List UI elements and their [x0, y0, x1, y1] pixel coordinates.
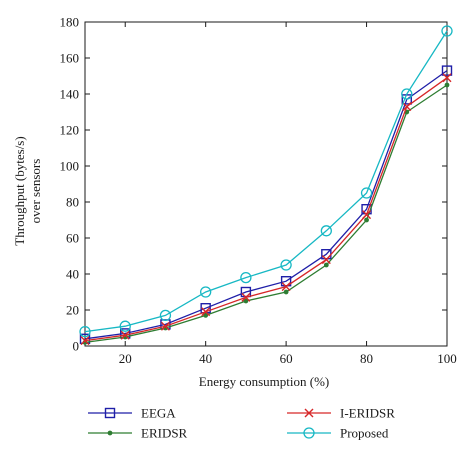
legend-marker [107, 430, 113, 436]
y-axis-title: Throughput (bytes/s) over sensors [12, 136, 43, 245]
y-axis-title-line-1: Throughput (bytes/s) [12, 136, 27, 245]
data-point-proposed [401, 88, 413, 100]
y-tick-label: 40 [66, 267, 79, 282]
y-tick-label: 160 [60, 51, 80, 66]
data-point-i-eridsr-stroke-b [201, 307, 211, 317]
series-eridsr [82, 82, 450, 345]
legend-item-proposed: Proposed [287, 426, 389, 441]
y-axis-title-line-2: over sensors [28, 159, 43, 224]
data-point-i-eridsr-stroke-b [402, 102, 412, 112]
legend-item-eega: EEGA [88, 406, 176, 421]
data-point-proposed [159, 309, 172, 322]
data-point-i-eridsr-stroke-b [80, 336, 90, 346]
x-tick-label: 100 [437, 351, 457, 366]
legend-label-eridsr: ERIDSR [141, 426, 188, 441]
legend-marker-stroke-b [304, 408, 314, 418]
data-point-proposed [79, 325, 91, 338]
data-point-i-eridsr-stroke-b [321, 255, 331, 265]
legend-marker [303, 427, 315, 439]
series-eega [79, 65, 453, 344]
data-point-proposed [360, 187, 373, 199]
series-line-proposed [84, 30, 448, 333]
data-point-i-eridsr-stroke-b [362, 210, 372, 220]
legend-item-i-eridsr: I-ERIDSR [287, 406, 395, 421]
plot-frame [84, 21, 448, 347]
x-tick-label: 40 [199, 351, 212, 366]
y-tick-label: 80 [66, 195, 79, 210]
legend-label-proposed: Proposed [340, 426, 389, 441]
data-point-i-eridsr [442, 73, 452, 83]
data-point-proposed [119, 320, 131, 332]
data-point-i-eridsr [281, 282, 291, 292]
x-tick-label: 20 [119, 351, 132, 366]
data-point-proposed [240, 271, 252, 284]
legend: EEGA ERIDSR I-ERIDSR Proposed [88, 406, 395, 441]
data-point-i-eridsr [362, 210, 372, 220]
data-point-i-eridsr [321, 255, 331, 265]
data-point-i-eridsr [241, 292, 251, 302]
data-point-i-eridsr-stroke-b [241, 292, 251, 302]
x-tick-label: 60 [280, 351, 293, 366]
data-point-proposed [200, 286, 212, 298]
data-point-i-eridsr [201, 307, 211, 317]
y-tick-label: 180 [60, 15, 80, 30]
data-point-eridsr [203, 312, 209, 318]
data-point-i-eridsr-stroke-b [281, 282, 291, 292]
data-point-eridsr [444, 82, 450, 88]
series-proposed [79, 25, 453, 338]
data-point-i-eridsr [160, 321, 170, 331]
data-point-i-eridsr [80, 336, 90, 346]
y-tick-label: 140 [60, 87, 80, 102]
data-point-proposed [441, 25, 453, 37]
y-tick-label: 100 [60, 159, 80, 174]
data-point-proposed [280, 259, 292, 271]
data-point-i-eridsr-stroke-b [120, 330, 130, 340]
data-point-i-eridsr [402, 102, 412, 112]
x-tick-label: 80 [360, 351, 373, 366]
data-point-eridsr [323, 262, 329, 268]
y-tick-label: 120 [60, 123, 80, 138]
y-tick-label: 60 [66, 231, 79, 246]
y-tick-label: 0 [73, 339, 80, 354]
series-line-eridsr [84, 84, 448, 344]
x-axis-title: Energy consumption (%) [199, 374, 329, 389]
legend-marker [304, 408, 314, 418]
legend-item-eridsr: ERIDSR [88, 426, 188, 441]
data-point-i-eridsr-stroke-b [160, 321, 170, 331]
legend-label-eega: EEGA [141, 406, 176, 421]
data-point-i-eridsr-stroke-b [442, 73, 452, 83]
data-point-eridsr [283, 289, 289, 295]
legend-marker [104, 407, 116, 419]
series-line-i-eridsr [84, 77, 448, 342]
legend-label-i-eridsr: I-ERIDSR [340, 406, 395, 421]
plot-area: 20 40 60 80 100 0 20 40 60 80 100 120 140 160 180 [60, 15, 457, 367]
data-point-eridsr [243, 298, 249, 304]
data-point-eridsr [364, 217, 369, 223]
series-i-eridsr [80, 73, 452, 346]
y-tick-label: 20 [66, 303, 79, 318]
series-line-eega [84, 70, 448, 340]
data-point-eega [441, 65, 453, 76]
data-point-i-eridsr [120, 330, 130, 340]
data-point-proposed [320, 225, 332, 237]
